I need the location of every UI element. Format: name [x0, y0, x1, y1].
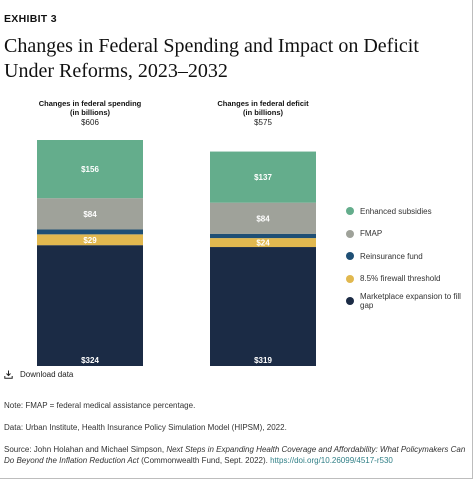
legend-label: Enhanced subsidies	[360, 206, 432, 216]
source-title: Next Steps in Expanding Health Coverage …	[4, 445, 466, 465]
data-label: $29	[83, 236, 97, 245]
legend-swatch	[346, 297, 354, 305]
note-text: Note: FMAP = federal medical assistance …	[4, 401, 196, 410]
legend-label: 8.5% firewall threshold	[360, 274, 441, 283]
data-label: $84	[83, 210, 97, 219]
legend-swatch	[346, 229, 354, 238]
bar-segment	[37, 198, 143, 230]
legend-label: Marketplace expansion to fill gap	[360, 292, 461, 310]
chart-title: Changes in Federal Spending and Impact o…	[4, 35, 419, 82]
legend-swatch	[346, 274, 354, 283]
category-label: Changes in federal deficit	[217, 99, 309, 108]
download-label: Download data	[20, 370, 74, 379]
exhibit-label: EXHIBIT 3	[4, 13, 57, 25]
data-label: $24	[256, 239, 270, 248]
legend-swatch	[346, 252, 354, 260]
legend-label: Reinsurance fund	[360, 251, 423, 261]
bar-segment	[210, 247, 316, 366]
category-label: Changes in federal spending	[39, 99, 142, 108]
legend-item-reinsurance-fund: Reinsurance fund	[346, 250, 474, 262]
category-label: (in billions)	[243, 108, 283, 117]
bar-segment	[37, 140, 143, 199]
total-label: $606	[81, 118, 99, 127]
data-label: $84	[256, 214, 270, 223]
category-label: (in billions)	[70, 108, 110, 117]
legend-item-enhanced-subsidies: Enhanced subsidies	[346, 205, 474, 217]
legend-item-firewall-threshold: 8.5% firewall threshold	[346, 273, 474, 285]
source-suffix: (Commonwealth Fund, Sept. 2022).	[138, 456, 271, 465]
bar-segment	[37, 234, 143, 246]
data-source-text: Data: Urban Institute, Health Insurance …	[4, 423, 287, 432]
total-label: $575	[254, 118, 272, 127]
legend-item-marketplace-expansion: Marketplace expansion to fill gap	[346, 292, 474, 310]
data-label: $137	[254, 173, 272, 182]
source-doi-link[interactable]: https://doi.org/10.26099/4517-r530	[270, 456, 393, 465]
source-prefix: Source: John Holahan and Michael Simpson…	[4, 445, 167, 454]
bar-segment	[210, 202, 316, 234]
notes-section: Note: FMAP = federal medical assistance …	[4, 400, 468, 477]
bar-segment	[37, 229, 143, 235]
source-citation: Source: John Holahan and Michael Simpson…	[4, 444, 468, 466]
data-label: $319	[254, 356, 272, 365]
bar-segment	[210, 238, 316, 248]
stacked-bar-chart: $324 $29 $84 $156 Changes in federal spendin…	[37, 99, 316, 366]
legend-label: FMAP	[360, 229, 383, 238]
download-icon	[4, 370, 13, 379]
bar-segment	[210, 151, 316, 203]
data-label: $156	[81, 165, 99, 174]
bar-segment	[37, 245, 143, 366]
download-data-button[interactable]: Download data	[4, 370, 73, 379]
bar-segment	[210, 233, 316, 239]
legend-swatch	[346, 207, 354, 215]
legend-item-fmap: FMAP	[346, 228, 474, 240]
chart-legend: Enhanced subsidies FMAP Reinsurance fund…	[346, 205, 474, 318]
data-label: $324	[81, 356, 99, 365]
